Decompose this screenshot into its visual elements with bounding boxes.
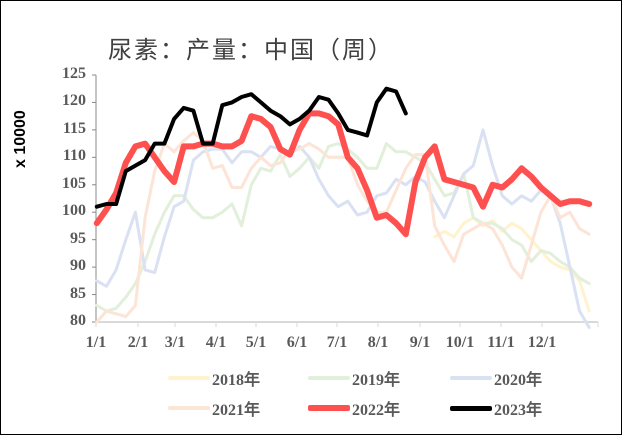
x-tick-label: 4/1	[205, 334, 227, 351]
legend-item-2018: 2018年	[168, 366, 260, 390]
x-tick-label: 11/1	[487, 334, 515, 351]
y-tick-label: 115	[62, 119, 86, 137]
axes	[92, 74, 599, 327]
y-tick-label: 105	[62, 174, 86, 192]
series-line-2023	[94, 86, 408, 209]
x-tick-label: 2/1	[127, 334, 149, 351]
series-lines	[93, 86, 593, 329]
legend-swatch	[168, 406, 210, 410]
series-line-2022	[93, 110, 593, 238]
legend-label: 2018年	[212, 372, 261, 389]
y-tick-label: 90	[70, 257, 86, 275]
x-tick-label: 12/1	[527, 334, 557, 351]
legend-item-2022: 2022年	[308, 396, 400, 420]
legend-label: 2023年	[494, 402, 543, 419]
x-tick-label: 3/1	[164, 334, 186, 351]
x-tick-label: 9/1	[409, 334, 431, 351]
y-tick-label: 85	[70, 284, 86, 302]
y-tick-label: 80	[70, 312, 86, 329]
y-tick-label: 125	[62, 65, 86, 82]
legend-swatch	[450, 376, 492, 380]
x-tick-label: 1/1	[85, 334, 107, 351]
legend-label: 2022年	[352, 402, 401, 419]
x-tick-label: 5/1	[245, 334, 267, 351]
legend-swatch	[450, 405, 492, 411]
legend-label: 2019年	[352, 372, 401, 389]
series-line-2020	[95, 128, 591, 329]
legend-swatch	[168, 376, 210, 380]
chart-title: 尿素：产量：中国（周）	[108, 36, 394, 64]
y-tick-label: 95	[70, 229, 86, 247]
legend-label: 2020年	[494, 372, 543, 389]
y-tick-label: 120	[62, 92, 86, 110]
legend-label: 2021年	[212, 402, 261, 419]
legend-item-2023: 2023年	[450, 396, 542, 420]
x-tick-label: 7/1	[326, 334, 348, 351]
series-line-2019	[95, 142, 591, 313]
series-line-2018	[433, 216, 591, 313]
series-line-2021	[95, 131, 591, 324]
x-tick-label: 8/1	[367, 334, 389, 351]
y-tick-label: 110	[62, 147, 86, 165]
legend-item-2020: 2020年	[450, 366, 542, 390]
y-tick-label: 100	[62, 202, 86, 220]
legend-item-2019: 2019年	[308, 366, 400, 390]
legend-item-2021: 2021年	[168, 396, 260, 420]
legend-swatch	[308, 376, 350, 380]
x-tick-label: 10/1	[445, 334, 475, 351]
legend-swatch	[308, 405, 350, 411]
x-tick-label: 6/1	[286, 334, 308, 351]
